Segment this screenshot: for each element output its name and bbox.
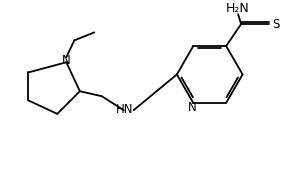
- Text: S: S: [272, 18, 280, 31]
- Text: H₂N: H₂N: [226, 2, 250, 15]
- Text: N: N: [188, 101, 197, 114]
- Text: HN: HN: [116, 103, 133, 116]
- Text: N: N: [62, 54, 71, 67]
